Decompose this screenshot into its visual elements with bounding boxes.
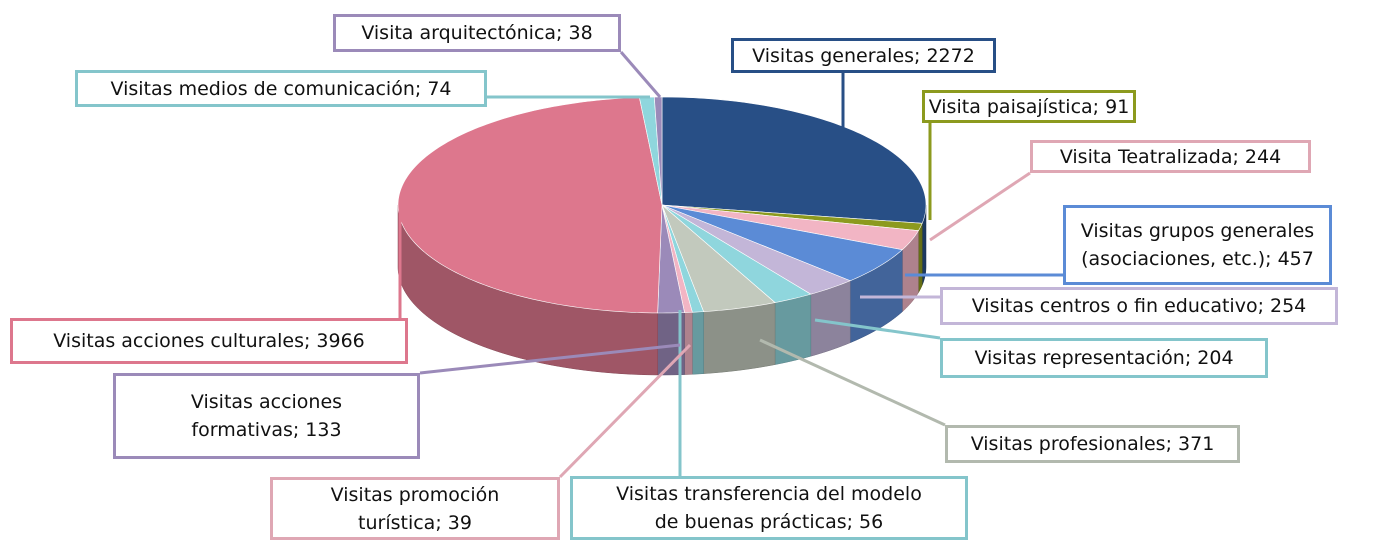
slice <box>397 97 663 314</box>
slice-tops <box>397 96 927 314</box>
slice <box>661 204 919 251</box>
slice <box>661 204 903 282</box>
slice <box>661 96 927 224</box>
data-label: Visitas grupos generales (asociaciones, … <box>1063 205 1332 285</box>
leader-line <box>929 171 1031 242</box>
leader-line <box>419 343 681 375</box>
leader-lines <box>398 51 1063 479</box>
data-label: Visita Teatralizada; 244 <box>1030 140 1311 173</box>
slice-side <box>918 223 923 294</box>
data-label: Visitas transferencia del modelo de buen… <box>570 476 968 540</box>
slice <box>661 204 776 312</box>
slice-side <box>703 302 776 374</box>
data-label: Visita arquitectónica; 38 <box>333 14 621 52</box>
slice <box>661 204 851 295</box>
slice <box>657 204 685 314</box>
data-label: Visitas generales; 2272 <box>731 38 996 73</box>
slice <box>661 204 812 303</box>
data-label: Visitas acciones formativas; 133 <box>113 373 420 459</box>
data-label: Visitas representación; 204 <box>940 338 1268 378</box>
data-label: Visitas promoción turística; 39 <box>270 477 560 540</box>
data-label: Visitas medios de comunicación; 74 <box>75 70 487 107</box>
slice-side <box>692 311 704 375</box>
data-label: Visitas centros o fin educativo; 254 <box>940 287 1338 325</box>
leader-line <box>619 51 662 98</box>
leader-line <box>814 318 941 340</box>
data-label: Visita paisajística; 91 <box>922 90 1136 123</box>
data-label: Visitas profesionales; 371 <box>945 425 1240 463</box>
data-label: Visitas acciones culturales; 3966 <box>10 318 408 364</box>
slice-side <box>684 312 693 375</box>
leader-line <box>558 343 692 479</box>
leader-line <box>759 338 946 427</box>
